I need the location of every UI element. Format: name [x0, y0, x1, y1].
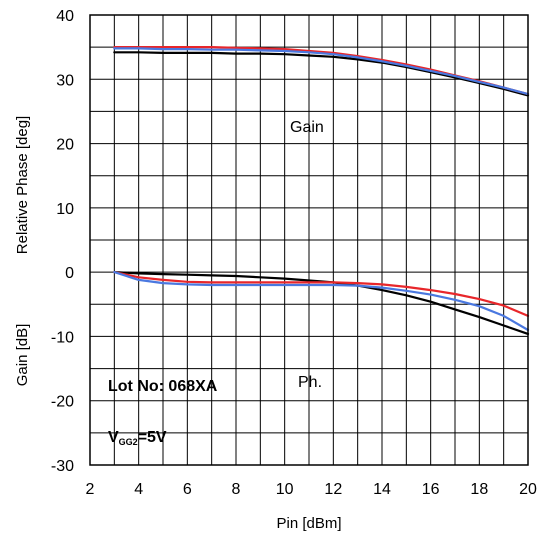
x-tick-label: 10: [276, 481, 294, 498]
x-tick-label: 14: [373, 481, 391, 498]
x-tick-label: 12: [324, 481, 342, 498]
series-line-gain-1: [113, 51, 530, 97]
plot-frame: [89, 14, 529, 466]
x-axis-label: Pin [dBm]: [276, 515, 341, 532]
y-tick-labels: 40 30 20 10 0 -10 -20 -30: [51, 8, 74, 475]
y-tick-label: 20: [56, 137, 74, 154]
y-tick-label: 0: [65, 265, 74, 282]
x-tick-labels: 2 4 6 8 10 12 14 16 18 20: [86, 481, 537, 498]
vgg-annotation: VGG2=5V: [108, 429, 167, 447]
y-tick-label: 30: [56, 72, 74, 89]
y-tick-label: -20: [51, 394, 74, 411]
phase-annotation: Ph.: [298, 374, 322, 391]
series-line-phase-2: [113, 271, 530, 317]
y-tick-label: -30: [51, 458, 74, 475]
vgg-value: =5V: [138, 429, 167, 446]
x-tick-label: 20: [519, 481, 537, 498]
gain-annotation: Gain: [290, 119, 324, 136]
series-layer: [113, 45, 530, 335]
x-tick-label: 4: [134, 481, 143, 498]
vgg-subscript: GG2: [119, 437, 138, 447]
series-line-gain-3: [113, 47, 530, 96]
x-tick-label: 8: [232, 481, 241, 498]
y-tick-label: -10: [51, 329, 74, 346]
vgg-main: V: [108, 429, 119, 446]
x-tick-label: 18: [470, 481, 488, 498]
series-line-phase-3: [113, 271, 530, 332]
grid: [90, 15, 528, 465]
y-tick-label: 40: [56, 8, 74, 25]
x-tick-label: 2: [86, 481, 95, 498]
x-tick-label: 6: [183, 481, 192, 498]
lot-number-annotation: Lot No: 068XA: [108, 378, 218, 395]
y-axis-label-lower: Gain [dB]: [14, 324, 31, 387]
y-tick-label: 10: [56, 201, 74, 218]
y-axis-label-upper: Relative Phase [deg]: [14, 116, 31, 254]
x-tick-label: 16: [422, 481, 440, 498]
